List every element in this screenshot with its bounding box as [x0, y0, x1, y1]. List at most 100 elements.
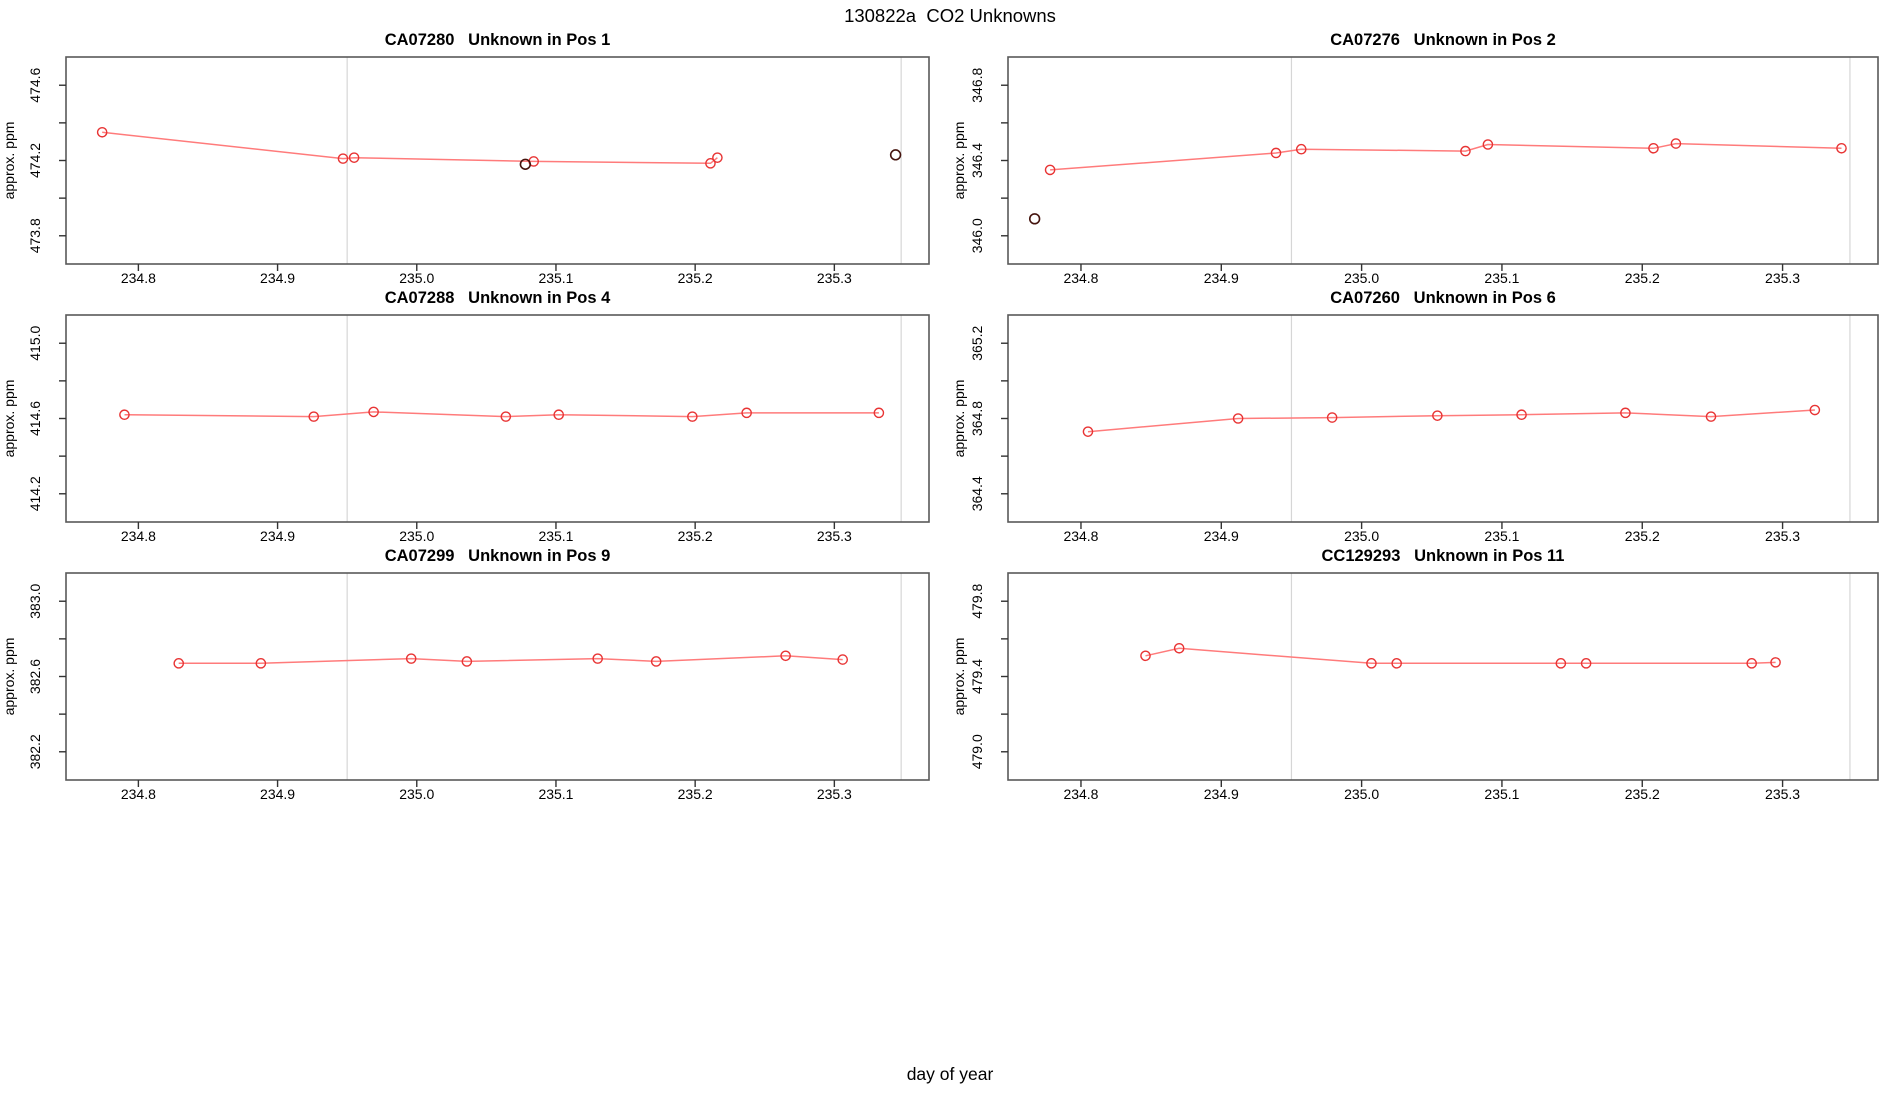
- data-point-marker: [1809, 404, 1821, 416]
- data-point-marker: [780, 650, 791, 662]
- x-axis-tick-label: 235.3: [1765, 786, 1800, 802]
- y-axis-tick-label: 414.2: [27, 476, 43, 511]
- data-point-marker: [687, 411, 698, 422]
- flagged-point-marker: [889, 149, 902, 161]
- chart-title: CA07299 Unknown in Pos 9: [385, 547, 611, 565]
- data-point-marker: [500, 411, 512, 422]
- data-point-marker: [1555, 658, 1567, 669]
- x-axis-tick-label: 235.0: [1344, 528, 1379, 544]
- plot-panel-border: [65, 314, 930, 523]
- x-axis-tick-label: 235.0: [399, 528, 434, 544]
- data-point-marker: [337, 153, 349, 164]
- x-axis-tick-label: 235.1: [538, 528, 573, 544]
- y-axis-tick-label: 382.2: [27, 734, 43, 769]
- x-axis-tick-label: 235.2: [678, 786, 713, 802]
- x-axis-tick-label: 235.3: [817, 270, 852, 286]
- series-line: [178, 655, 843, 665]
- x-axis-tick-label: 235.2: [1625, 270, 1660, 286]
- y-axis-label: approx. ppm: [951, 638, 967, 716]
- data-point-marker: [837, 654, 849, 665]
- chart-title: CA07288 Unknown in Pos 4: [385, 289, 611, 307]
- chart-title: CA07280 Unknown in Pos 1: [385, 31, 611, 49]
- y-axis-label: approx. ppm: [1, 380, 17, 458]
- x-axis-tick-label: 234.8: [1063, 270, 1098, 286]
- data-point-marker: [705, 158, 716, 169]
- y-axis-label: approx. ppm: [951, 380, 967, 458]
- y-axis-tick-label: 415.0: [27, 326, 43, 361]
- series-line: [1145, 647, 1776, 665]
- data-point-marker: [308, 411, 320, 422]
- data-point-marker: [553, 409, 565, 421]
- x-axis-tick-label: 235.2: [1625, 528, 1660, 544]
- x-axis-tick-label: 235.3: [817, 528, 852, 544]
- flagged-point-marker: [519, 158, 532, 170]
- x-axis-tick-label: 234.9: [1204, 270, 1239, 286]
- y-axis-tick-label: 364.4: [969, 476, 985, 511]
- data-point-marker: [650, 656, 662, 667]
- subplot-2: 234.8 234.9 235.0 235.1 235.2 235.3 414.2 414.6…: [1, 289, 930, 544]
- y-axis-tick-label: 346.0: [969, 218, 985, 253]
- x-axis-tick-label: 235.1: [538, 270, 573, 286]
- y-axis-tick-label: 382.6: [27, 659, 43, 694]
- data-point-marker: [1482, 139, 1494, 150]
- data-point-marker: [1140, 650, 1151, 662]
- subplot-4: 234.8 234.9 235.0 235.1 235.2 235.3 382.2 382.6…: [1, 547, 930, 802]
- data-point-marker: [173, 658, 185, 669]
- data-point-marker: [1295, 143, 1307, 155]
- y-axis-tick-label: 474.2: [27, 143, 43, 178]
- plot-panel-border: [1007, 572, 1879, 781]
- data-point-marker: [741, 407, 752, 419]
- chart-title: CC129293 Unknown in Pos 11: [1321, 547, 1564, 565]
- x-axis-tick-label: 235.0: [1344, 786, 1379, 802]
- data-point-marker: [1460, 145, 1471, 157]
- x-axis-tick-label: 234.8: [121, 786, 156, 802]
- y-axis-tick-label: 479.4: [969, 659, 985, 694]
- x-axis-tick-label: 234.9: [260, 270, 295, 286]
- x-axis-tick-label: 235.3: [1765, 270, 1800, 286]
- flagged-point-marker: [1028, 213, 1041, 225]
- y-axis-tick-label: 365.2: [969, 326, 985, 361]
- series-line: [1087, 409, 1815, 433]
- data-point-marker: [592, 653, 604, 664]
- data-point-marker: [1580, 658, 1592, 669]
- chart-title: CA07260 Unknown in Pos 6: [1330, 289, 1556, 307]
- x-axis-tick-label: 235.1: [538, 786, 573, 802]
- data-point-marker: [1746, 658, 1758, 669]
- data-point-marker: [96, 126, 108, 138]
- subplot-1: 234.8 234.9 235.0 235.1 235.2 235.3 346.0 346.4…: [951, 31, 1879, 286]
- data-point-marker: [368, 406, 379, 418]
- x-axis-tick-label: 234.8: [1063, 528, 1098, 544]
- data-point-marker: [1620, 407, 1631, 419]
- page-title: 130822a CO2 Unknowns: [844, 5, 1056, 26]
- data-point-marker: [1232, 413, 1244, 424]
- x-axis-tick-label: 235.1: [1484, 786, 1519, 802]
- data-point-marker: [1082, 426, 1094, 437]
- y-axis-tick-label: 346.8: [969, 68, 985, 103]
- x-axis-tick-label: 235.3: [1765, 528, 1800, 544]
- data-point-marker: [1516, 409, 1527, 421]
- data-point-marker: [1173, 642, 1185, 654]
- x-axis-tick-label: 234.9: [260, 786, 295, 802]
- data-point-marker: [1648, 142, 1659, 154]
- y-axis-tick-label: 346.4: [969, 143, 985, 178]
- data-point-marker: [1326, 412, 1338, 423]
- data-point-marker: [119, 409, 130, 421]
- y-axis-tick-label: 414.6: [27, 401, 43, 436]
- x-axis-tick-label: 234.9: [1204, 786, 1239, 802]
- series-line: [124, 411, 879, 418]
- data-point-marker: [1705, 411, 1717, 422]
- y-axis-tick-label: 479.8: [969, 584, 985, 619]
- y-axis-tick-label: 474.6: [27, 68, 43, 103]
- data-point-marker: [1670, 138, 1682, 149]
- y-axis-tick-label: 479.0: [969, 734, 985, 769]
- x-axis-tick-label: 235.0: [399, 270, 434, 286]
- subplot-5: 234.8 234.9 235.0 235.1 235.2 235.3 479.0 479.4…: [951, 547, 1879, 802]
- x-axis-tick-label: 235.2: [678, 270, 713, 286]
- x-axis-tick-label: 235.3: [817, 786, 852, 802]
- data-point-marker: [1770, 657, 1781, 668]
- x-axis-tick-label: 234.9: [1204, 528, 1239, 544]
- series-line: [102, 131, 718, 165]
- data-point-marker: [1836, 142, 1847, 154]
